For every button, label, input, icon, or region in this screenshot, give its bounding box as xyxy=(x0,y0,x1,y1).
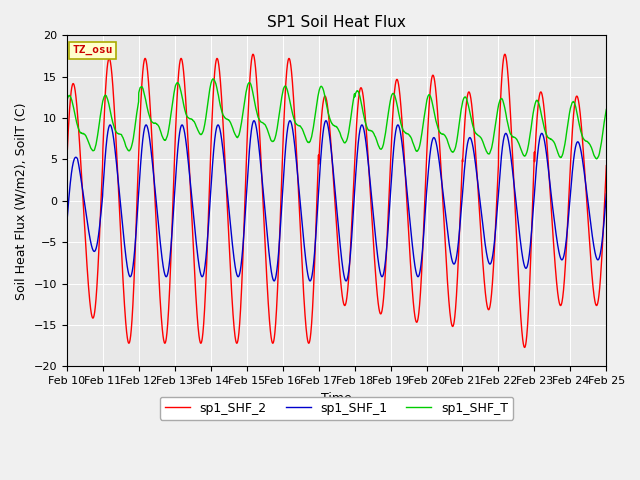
sp1_SHF_T xyxy=(552,142,559,148)
sp1_SHF_2 xyxy=(521,345,529,350)
sp1_SHF_T xyxy=(209,76,217,82)
Line: sp1_SHF_1: sp1_SHF_1 xyxy=(67,120,606,281)
sp1_SHF_1 xyxy=(250,118,258,123)
Line: sp1_SHF_2: sp1_SHF_2 xyxy=(67,54,606,348)
sp1_SHF_T xyxy=(593,156,600,162)
sp1_SHF_T xyxy=(63,98,70,104)
sp1_SHF_2 xyxy=(602,163,610,168)
sp1_SHF_1 xyxy=(390,150,397,156)
sp1_SHF_T xyxy=(602,108,610,113)
sp1_SHF_T xyxy=(602,107,610,112)
sp1_SHF_1 xyxy=(214,122,221,128)
sp1_SHF_T xyxy=(389,91,397,96)
Text: TZ_osu: TZ_osu xyxy=(72,45,113,56)
sp1_SHF_T xyxy=(399,126,406,132)
Legend: sp1_SHF_2, sp1_SHF_1, sp1_SHF_T: sp1_SHF_2, sp1_SHF_1, sp1_SHF_T xyxy=(160,396,513,420)
sp1_SHF_1 xyxy=(552,226,559,232)
X-axis label: Time: Time xyxy=(321,392,352,405)
sp1_SHF_2 xyxy=(179,59,186,65)
sp1_SHF_T xyxy=(179,95,186,101)
Y-axis label: Soil Heat Flux (W/m2), SoilT (C): Soil Heat Flux (W/m2), SoilT (C) xyxy=(15,102,28,300)
sp1_SHF_2 xyxy=(501,51,509,57)
sp1_SHF_2 xyxy=(214,56,221,61)
sp1_SHF_2 xyxy=(389,108,397,114)
sp1_SHF_T xyxy=(214,89,221,95)
sp1_SHF_2 xyxy=(63,158,70,164)
sp1_SHF_2 xyxy=(552,265,559,271)
sp1_SHF_1 xyxy=(179,122,186,128)
sp1_SHF_1 xyxy=(270,278,278,284)
sp1_SHF_1 xyxy=(602,191,610,197)
sp1_SHF_1 xyxy=(399,146,406,152)
sp1_SHF_1 xyxy=(63,221,70,227)
Line: sp1_SHF_T: sp1_SHF_T xyxy=(67,79,606,159)
Title: SP1 Soil Heat Flux: SP1 Soil Heat Flux xyxy=(267,15,406,30)
sp1_SHF_1 xyxy=(602,193,610,199)
sp1_SHF_2 xyxy=(399,125,406,131)
sp1_SHF_2 xyxy=(602,166,610,171)
